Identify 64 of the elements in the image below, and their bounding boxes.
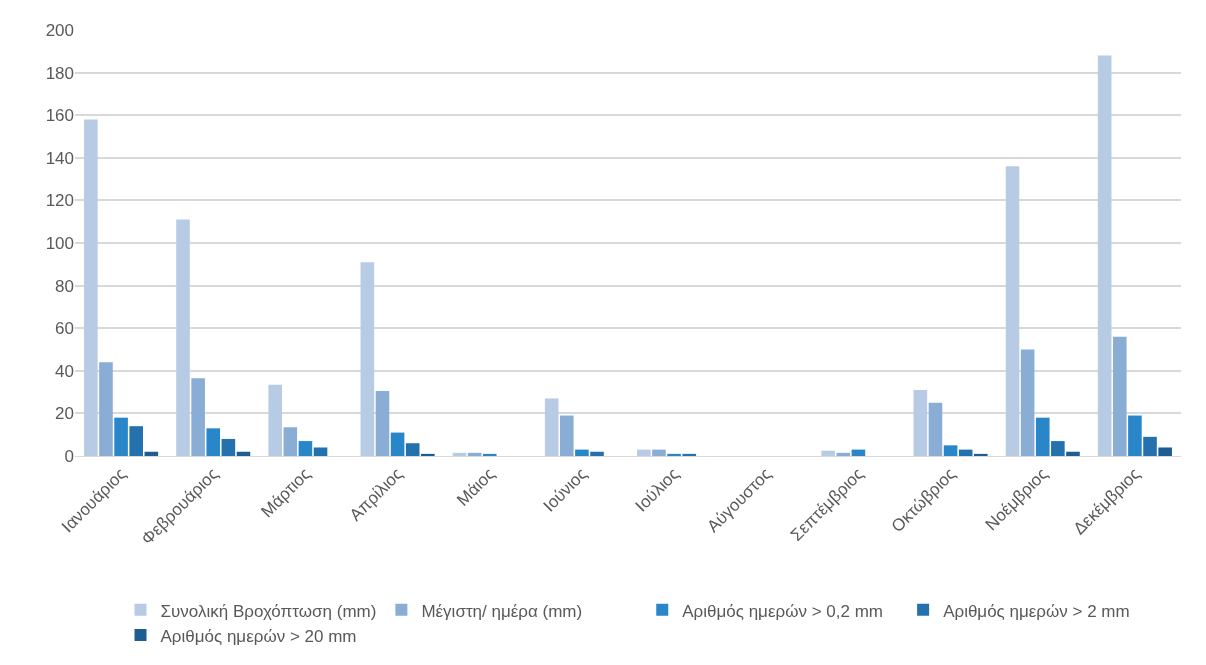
y-tick-label: 200: [45, 20, 74, 40]
y-tick-label: 40: [55, 361, 74, 381]
bar: [836, 452, 851, 456]
bar: [1020, 349, 1035, 456]
bar: [851, 449, 866, 456]
bar: [405, 443, 420, 456]
bar: [943, 445, 958, 456]
legend-label: Μέγιστη/ ημέρα (mm): [421, 601, 583, 621]
y-tick-label: 140: [45, 148, 74, 168]
bar: [682, 453, 696, 456]
y-tick-label: 80: [55, 276, 74, 296]
bar: [236, 451, 251, 456]
legend-label: Αριθμός ημερών > 20 mm: [160, 626, 357, 646]
bar: [1128, 415, 1142, 456]
bar: [360, 262, 375, 456]
bar: [575, 449, 589, 456]
bar: [84, 119, 98, 456]
bar: [1113, 336, 1127, 456]
legend-label: Αριθμός ημερών > 0,2 mm: [682, 601, 883, 621]
bar: [560, 415, 574, 456]
bar: [176, 219, 190, 456]
bar: [298, 441, 313, 456]
bar: [928, 402, 943, 456]
bar: [637, 449, 651, 456]
bar: [667, 453, 681, 456]
bar: [144, 451, 159, 456]
bar: [268, 384, 282, 456]
bar: [1097, 55, 1112, 456]
bar: [544, 398, 559, 456]
y-tick-label: 60: [55, 319, 74, 339]
bar: [1051, 441, 1065, 456]
y-tick-label: 0: [64, 446, 74, 466]
bar: [974, 453, 988, 456]
bar: [191, 378, 205, 456]
bar: [1066, 451, 1080, 456]
bar: [206, 428, 221, 456]
legend-label: Συνολική Βροχόπτωση (mm): [160, 601, 377, 621]
bar: [452, 452, 467, 456]
legend-label: Αριθμός ημερών > 2 mm: [943, 601, 1130, 621]
bar: [221, 438, 236, 456]
bar: [482, 453, 497, 456]
bar: [913, 389, 928, 456]
bar: [129, 426, 143, 456]
bar: [390, 432, 405, 456]
bar: [958, 449, 973, 456]
y-tick-label: 180: [45, 63, 74, 83]
bar: [375, 391, 390, 456]
bar: [421, 453, 435, 456]
bar: [99, 362, 113, 456]
bar: [1035, 417, 1050, 456]
y-tick-label: 20: [55, 404, 74, 424]
bar: [821, 450, 835, 456]
bar: [283, 427, 298, 456]
bar: [313, 447, 328, 456]
y-tick-label: 100: [45, 233, 74, 253]
bar: [590, 451, 604, 456]
bar: [1158, 447, 1172, 456]
bar: [114, 417, 128, 456]
bar: [652, 449, 666, 456]
bar: [1143, 436, 1157, 456]
y-tick-label: 160: [45, 106, 74, 126]
y-tick-label: 120: [45, 191, 74, 211]
bar: [1005, 166, 1020, 456]
bar: [467, 452, 482, 456]
